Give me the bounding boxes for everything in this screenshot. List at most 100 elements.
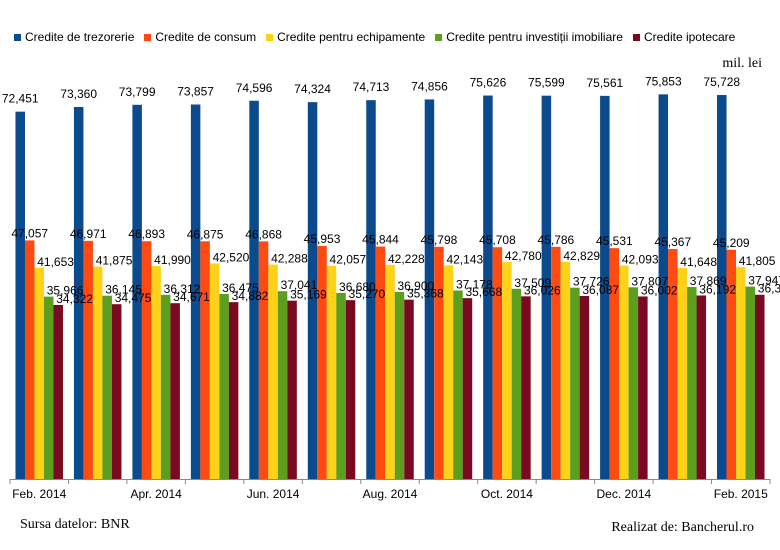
bar [619,265,629,479]
data-label: 41,990 [154,253,191,267]
bar [570,287,580,479]
data-label: 34,671 [173,290,210,304]
bar [696,295,707,479]
data-label: 74,324 [294,82,331,96]
bar [404,299,414,479]
data-label: 37,509 [514,276,551,290]
x-tick-label: Oct. 2014 [481,487,533,501]
data-label: 45,798 [421,233,458,247]
data-label: 74,713 [353,80,390,94]
data-label: 35,270 [349,287,386,301]
data-label: 35,368 [407,287,444,301]
bar [424,99,435,480]
bar [628,287,639,479]
x-tick-label: Jun. 2014 [247,487,300,501]
x-tick-label: Dec. 2014 [596,487,651,501]
bar [34,267,44,479]
data-label: 36,312 [164,282,201,296]
bar [268,264,278,479]
data-label: 75,728 [703,75,740,89]
legend-swatch [14,33,21,41]
bar [453,290,463,479]
bar [336,293,346,479]
legend-label: Credite de consum [155,30,257,44]
data-label: 37,726 [573,275,610,289]
data-label: 35,169 [290,288,327,302]
x-tick-label: Aug. 2014 [363,487,418,501]
data-label: 73,360 [60,87,97,101]
bar [200,241,210,479]
bar [434,246,444,479]
chart-legend: Credite de trezorerie Credite de consum Cr… [14,30,735,44]
data-label: 42,520 [213,250,250,264]
data-label: 36,475 [222,281,259,295]
data-label: 36,026 [524,283,561,297]
data-label: 36,145 [105,283,142,297]
bar [668,248,678,479]
data-label: 45,786 [538,233,575,247]
data-label: 34,322 [56,292,93,306]
bar [258,241,269,479]
bar [111,304,122,479]
data-label: 42,093 [622,253,659,267]
bar [141,241,152,479]
legend-item: Credite ipotecare [632,30,735,44]
credit-note: Realizat de: Bancherul.ro [611,520,754,535]
legend-item: Credite pentru investiții imobiliare [435,30,623,44]
bar [511,288,522,479]
data-label: 46,971 [70,227,107,241]
data-label: 37,178 [456,277,493,291]
legend-label: Credite pentru echipamente [277,30,426,44]
data-label: 42,288 [271,252,308,266]
data-label: 72,451 [2,92,39,106]
bar [375,246,386,479]
bar [745,286,756,479]
legend-item: Credite de consum [144,30,256,44]
data-label: 47,057 [11,226,48,240]
bar [190,104,201,480]
data-label: 37,869 [690,274,727,288]
data-label: 34,475 [115,291,152,305]
bar [43,296,54,479]
bar [502,262,512,479]
bar [541,95,552,479]
data-label: 36,338 [758,282,780,296]
data-label: 45,844 [362,233,399,247]
bar [579,296,590,479]
data-label: 41,875 [96,254,133,268]
bar [317,245,327,479]
data-label: 35,966 [47,284,84,298]
data-source-note: Sursa datelor: BNR [20,517,130,532]
data-label: 45,953 [304,232,341,246]
bar [326,265,337,479]
data-label: 46,868 [245,227,282,241]
legend-swatch [435,33,443,41]
bar [717,95,727,479]
data-label: 37,041 [281,278,318,292]
bar [345,300,356,479]
bar [726,249,737,479]
bar [277,291,288,479]
data-label: 74,856 [411,79,448,93]
bar [385,264,395,479]
bar [170,303,180,479]
data-label: 75,626 [470,76,507,90]
bar [687,286,697,479]
bar [102,295,112,479]
bar [483,95,493,480]
bar [228,302,239,479]
data-label: 73,857 [177,85,214,99]
bar [736,267,746,479]
bar [209,263,220,479]
bar [560,261,571,479]
data-label: 42,143 [446,252,483,266]
bar [600,95,610,480]
bar [492,247,503,479]
data-label: 36,900 [398,279,435,293]
legend-label: Credite pentru investiții imobiliare [446,30,623,44]
data-label: 41,648 [680,255,717,269]
data-label: 35,668 [465,285,502,299]
bar [24,240,35,479]
x-tick-label: Apr. 2014 [130,487,182,501]
